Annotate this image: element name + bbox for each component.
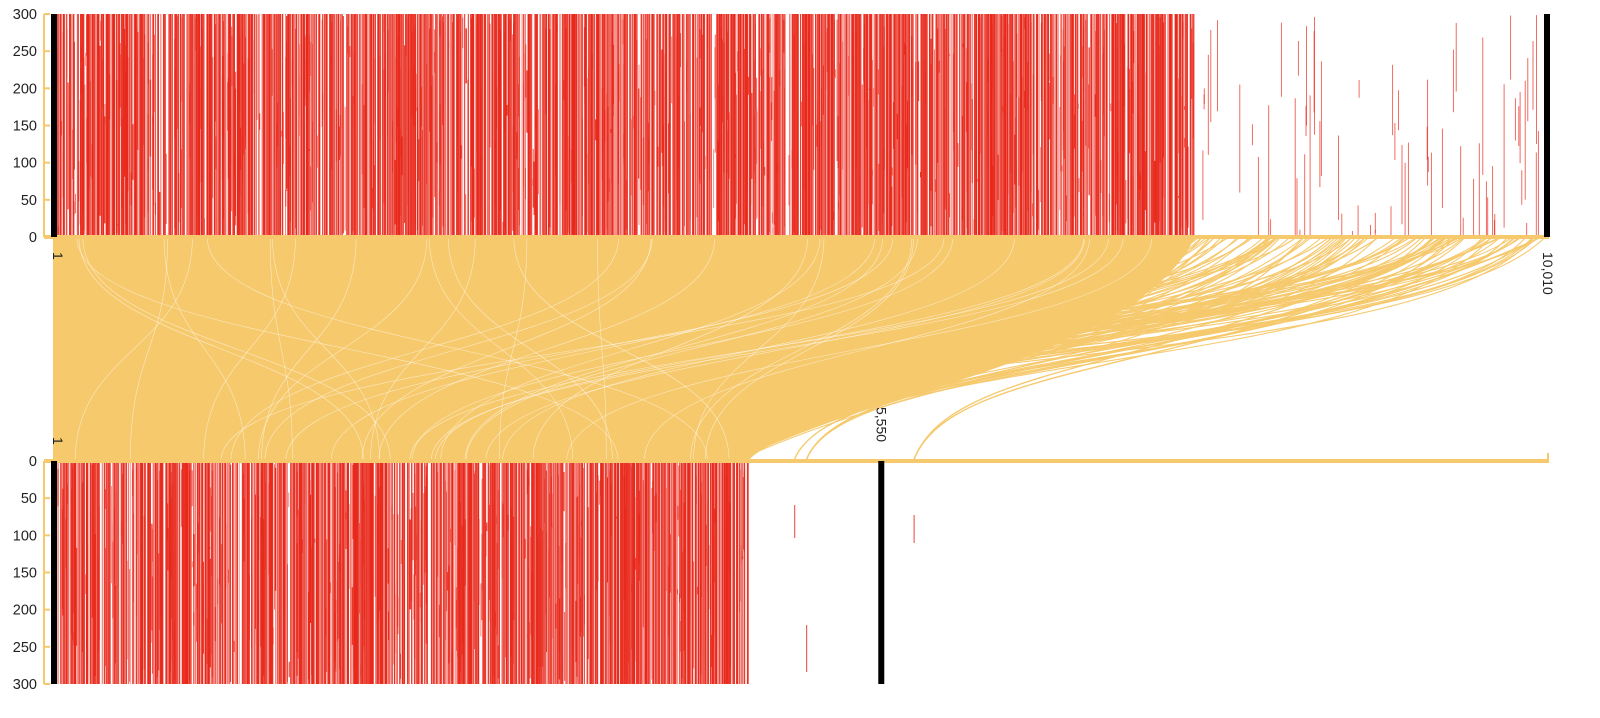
position-labels: 1 10,010 1 5,550 — [50, 252, 1556, 445]
bottom_track-axis-tick-label: 250 — [13, 640, 37, 656]
link-curve — [381, 236, 1198, 460]
link-gap — [447, 236, 613, 462]
top_track-axis-tick-label: 0 — [29, 230, 37, 246]
link-curve — [626, 236, 1380, 460]
link-curve — [639, 236, 1353, 460]
link-gap — [361, 236, 652, 462]
top_track-axis-tick-label: 300 — [13, 7, 37, 23]
link-gap — [690, 236, 913, 462]
links-layer — [53, 236, 1546, 462]
bottom_track-axis-tick-label: 50 — [21, 491, 37, 507]
top-position-marker — [1544, 14, 1550, 237]
link-gap — [704, 236, 914, 462]
link-curve-long — [805, 238, 1538, 460]
link-curve — [441, 236, 1323, 460]
link-gap — [78, 236, 364, 462]
link-curve — [342, 236, 1435, 460]
link-gap — [513, 236, 730, 462]
link-curve — [425, 236, 1494, 460]
top_track-axis-tick-label: 250 — [13, 44, 37, 60]
link-gap — [502, 236, 1015, 462]
link-gap — [203, 236, 296, 462]
link-curve — [737, 236, 1305, 460]
link-curve — [646, 236, 1333, 460]
tracks-layer — [44, 235, 1549, 463]
link-curve — [482, 236, 1484, 460]
bottom_track-axis: 0 50 100 150 200 250 300 — [13, 454, 50, 693]
link-gap — [257, 236, 428, 462]
top_track-axis-tick-label: 50 — [21, 193, 37, 209]
link-gap — [163, 236, 246, 462]
top_track-axis-tick-label: 200 — [13, 81, 37, 97]
bottom_track-axis-tick-label: 300 — [13, 677, 37, 693]
top-start-label: 1 — [50, 252, 66, 260]
link-gap — [272, 236, 380, 462]
top-end-label: 10,010 — [1540, 252, 1556, 295]
link-gap — [206, 236, 708, 462]
link-ribbon — [53, 237, 1195, 461]
link-gap — [566, 236, 1153, 462]
link-gap — [76, 236, 619, 462]
link-gap — [129, 236, 169, 462]
bottom_track-axis-tick-label: 150 — [13, 566, 37, 582]
link-curve-long — [913, 238, 1458, 460]
top-position-marker — [51, 14, 57, 237]
top_track-axis: 0 50 100 150 200 250 300 — [13, 7, 50, 246]
link-gap — [485, 236, 1086, 462]
link-curve — [639, 236, 1340, 460]
bottom_track-axis-tick-label: 200 — [13, 603, 37, 619]
link-gap — [220, 236, 945, 462]
link-curve-long — [913, 238, 1498, 460]
link-curve — [303, 236, 1200, 460]
bottom_track-axis-tick-label: 0 — [29, 454, 37, 470]
link-curve — [509, 236, 1546, 460]
link-curve — [735, 236, 1216, 460]
top_track-axis-tick-label: 100 — [13, 156, 37, 172]
link-curve — [400, 236, 1362, 460]
link-curve — [286, 236, 1353, 460]
bottom-start-label: 1 — [50, 437, 66, 445]
bottom-track-bars — [55, 461, 915, 684]
link-gap — [378, 236, 716, 462]
link-curve — [509, 236, 1457, 460]
link-gap — [411, 236, 954, 462]
link-curve — [521, 236, 1535, 460]
link-curve — [710, 236, 1492, 460]
link-curve — [329, 236, 1271, 460]
link-gap — [429, 236, 574, 462]
link-gap — [230, 236, 619, 462]
link-curve-long — [805, 238, 1498, 460]
link-curve — [617, 236, 1343, 460]
link-gap — [430, 236, 1124, 462]
link-curve — [420, 236, 1411, 460]
link-curve — [490, 236, 1330, 460]
bottom_track-axis-tick-label: 100 — [13, 528, 37, 544]
link-curve — [415, 236, 1436, 460]
link-curve — [281, 236, 1464, 460]
link-gap — [74, 236, 193, 462]
link-gap — [330, 236, 875, 462]
markers-layer — [51, 14, 1550, 684]
link-gap — [532, 236, 808, 462]
top-track-bars — [55, 14, 1539, 237]
link-gap — [261, 236, 357, 462]
link-gap — [269, 236, 293, 462]
link-gap — [465, 236, 918, 462]
bottom-marker-label: 5,550 — [873, 407, 889, 442]
bottom-position-marker — [51, 461, 57, 684]
link-gap — [643, 236, 1090, 462]
link-curve — [479, 236, 1305, 460]
link-curve — [637, 236, 1252, 460]
link-gap — [498, 236, 528, 462]
top_track-axis-tick-label: 150 — [13, 119, 37, 135]
link-gap — [440, 236, 821, 462]
link-gap — [285, 236, 894, 462]
axes-layer: 0 50 100 150 200 250 300 0 50 100 150 200 250 300 — [13, 7, 50, 693]
bottom-position-marker — [878, 461, 885, 684]
